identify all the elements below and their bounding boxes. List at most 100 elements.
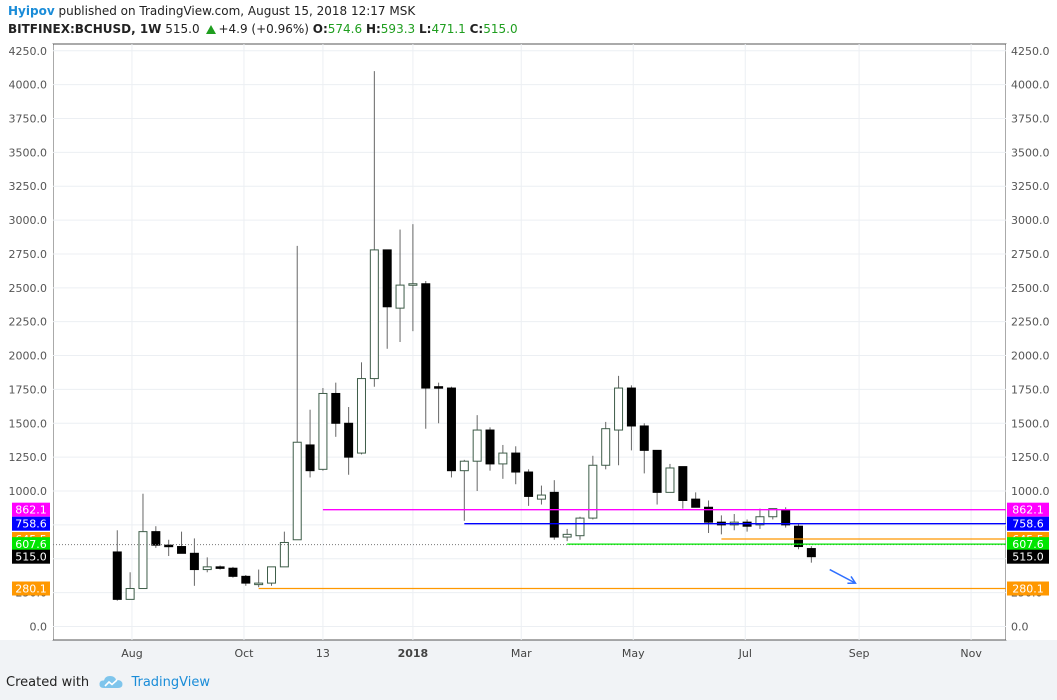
y-tick-label-right: 1500.0 xyxy=(1011,417,1050,430)
low-label: L: xyxy=(418,22,432,36)
candle-down xyxy=(639,425,649,451)
high-value: 593.3 xyxy=(380,22,416,36)
open-label: O: xyxy=(312,22,328,36)
candle-up xyxy=(459,460,469,472)
y-tick-label-left: 3000.0 xyxy=(9,214,48,227)
candle-down xyxy=(678,466,688,501)
last-price-badge: 515.0 515.0 xyxy=(12,549,1049,564)
author-name[interactable]: Hyipov xyxy=(8,4,55,18)
close-label: C: xyxy=(469,22,484,36)
candle-down xyxy=(177,546,187,554)
candle-up xyxy=(267,566,277,584)
last-price: 515.0 xyxy=(165,22,200,36)
candle-up xyxy=(254,582,264,586)
plot-area xyxy=(52,43,1007,641)
y-tick-label-right: 4000.0 xyxy=(1011,79,1050,92)
level-badge-right-text: 758.6 xyxy=(1012,518,1044,531)
candle-down xyxy=(446,387,456,472)
y-tick-label-right: 2500.0 xyxy=(1011,282,1050,295)
y-tick-label-left: 2250.0 xyxy=(9,316,48,329)
chart-header: Hyipov published on TradingView.com, Aug… xyxy=(0,0,1057,44)
tradingview-brand[interactable]: TradingView xyxy=(131,675,210,690)
candle-down xyxy=(691,498,701,508)
level-badge-left-text: 862.1 xyxy=(15,504,47,517)
level-badge-right-bg xyxy=(1007,581,1049,596)
y-tick-label-right: 4250.0 xyxy=(1011,45,1050,58)
y-tick-label-right: 2750.0 xyxy=(1011,248,1050,261)
y-tick-label-right: 1250.0 xyxy=(1011,451,1050,464)
y-tick-label-left: 3750.0 xyxy=(9,113,48,126)
y-tick-label-left: 2500.0 xyxy=(9,282,48,295)
level-badge-right-text: 862.1 xyxy=(1012,504,1044,517)
candle-down xyxy=(331,392,341,424)
x-tick-label: Mar xyxy=(511,647,532,660)
candle-up xyxy=(318,392,328,470)
candle-up xyxy=(202,566,212,571)
x-tick-label: 13 xyxy=(316,647,330,660)
last-price-badge-right-bg xyxy=(1007,549,1049,564)
x-tick-label: Sep xyxy=(849,647,870,660)
low-value: 471.1 xyxy=(431,22,466,36)
x-tick-label: Nov xyxy=(960,647,982,660)
candle-up xyxy=(292,441,302,541)
y-tick-label-left: 1750.0 xyxy=(9,383,48,396)
candle-up xyxy=(755,516,765,526)
price-change: +4.9 (+0.96%) xyxy=(218,22,309,36)
footer: Created with TradingView xyxy=(6,675,210,690)
candle-up xyxy=(279,541,289,568)
candle-up xyxy=(536,494,546,500)
open-value: 574.6 xyxy=(327,22,363,36)
candle-up xyxy=(588,464,598,519)
candle-up xyxy=(408,283,418,286)
y-tick-label-left: 2000.0 xyxy=(9,350,48,363)
last-price-badge-left-bg xyxy=(12,549,50,564)
candle-down xyxy=(652,449,662,493)
candle-down xyxy=(164,544,174,548)
candle-down xyxy=(112,551,122,600)
x-tick-label: May xyxy=(622,647,645,660)
candlestick-chart[interactable]: 0.00.0250.0250.0500.0500.0750.0750.01000… xyxy=(0,0,1057,670)
candle-down xyxy=(151,531,161,546)
candle-down xyxy=(382,249,392,308)
candle-up xyxy=(356,378,366,454)
candle-up xyxy=(614,387,624,431)
level-badge-left-text: 280.1 xyxy=(15,583,47,596)
y-tick-label-left: 4250.0 xyxy=(9,45,48,58)
x-tick-label: Aug xyxy=(121,647,142,660)
y-tick-label-left: 3500.0 xyxy=(9,146,48,159)
candle-down xyxy=(511,452,521,473)
candle-down xyxy=(305,444,315,472)
level-badge: 280.1 280.1 xyxy=(12,581,1049,596)
created-with-text: Created with xyxy=(6,675,90,690)
candle-up xyxy=(562,533,572,538)
candle-down xyxy=(806,548,816,558)
y-tick-label-left: 2750.0 xyxy=(9,248,48,261)
level-badge-right-bg xyxy=(1007,537,1049,552)
level-badge-right-text: 607.6 xyxy=(1012,538,1044,551)
candle-down xyxy=(704,506,714,523)
candle-up xyxy=(768,508,778,518)
candle-up xyxy=(472,429,482,462)
y-tick-label-right: 3750.0 xyxy=(1011,113,1050,126)
candle-down xyxy=(189,552,199,571)
level-badge: 607.6 607.6 xyxy=(12,537,1049,552)
trend-arrow-line xyxy=(829,568,856,584)
trend-arrow-head xyxy=(847,576,857,584)
x-tick-label: Oct xyxy=(234,647,254,660)
y-tick-label-left: 3250.0 xyxy=(9,180,48,193)
candle-down xyxy=(524,471,534,497)
tradingview-cloud-icon xyxy=(99,676,123,688)
level-badge-right-text: 280.1 xyxy=(1012,583,1044,596)
candle-down xyxy=(794,525,804,548)
candle-down xyxy=(485,429,495,465)
y-tick-label-right: 2250.0 xyxy=(1011,316,1050,329)
candle-down xyxy=(228,567,238,577)
y-tick-label-right: 1750.0 xyxy=(1011,383,1050,396)
level-badge-left-bg xyxy=(12,537,50,552)
publish-line: Hyipov published on TradingView.com, Aug… xyxy=(8,4,415,18)
candle-down xyxy=(421,283,431,389)
y-tick-label-left: 1250.0 xyxy=(9,451,48,464)
candle-up xyxy=(395,284,405,309)
symbol-label: BITFINEX:BCHUSD, 1W xyxy=(8,22,162,36)
up-triangle-icon xyxy=(206,25,217,34)
